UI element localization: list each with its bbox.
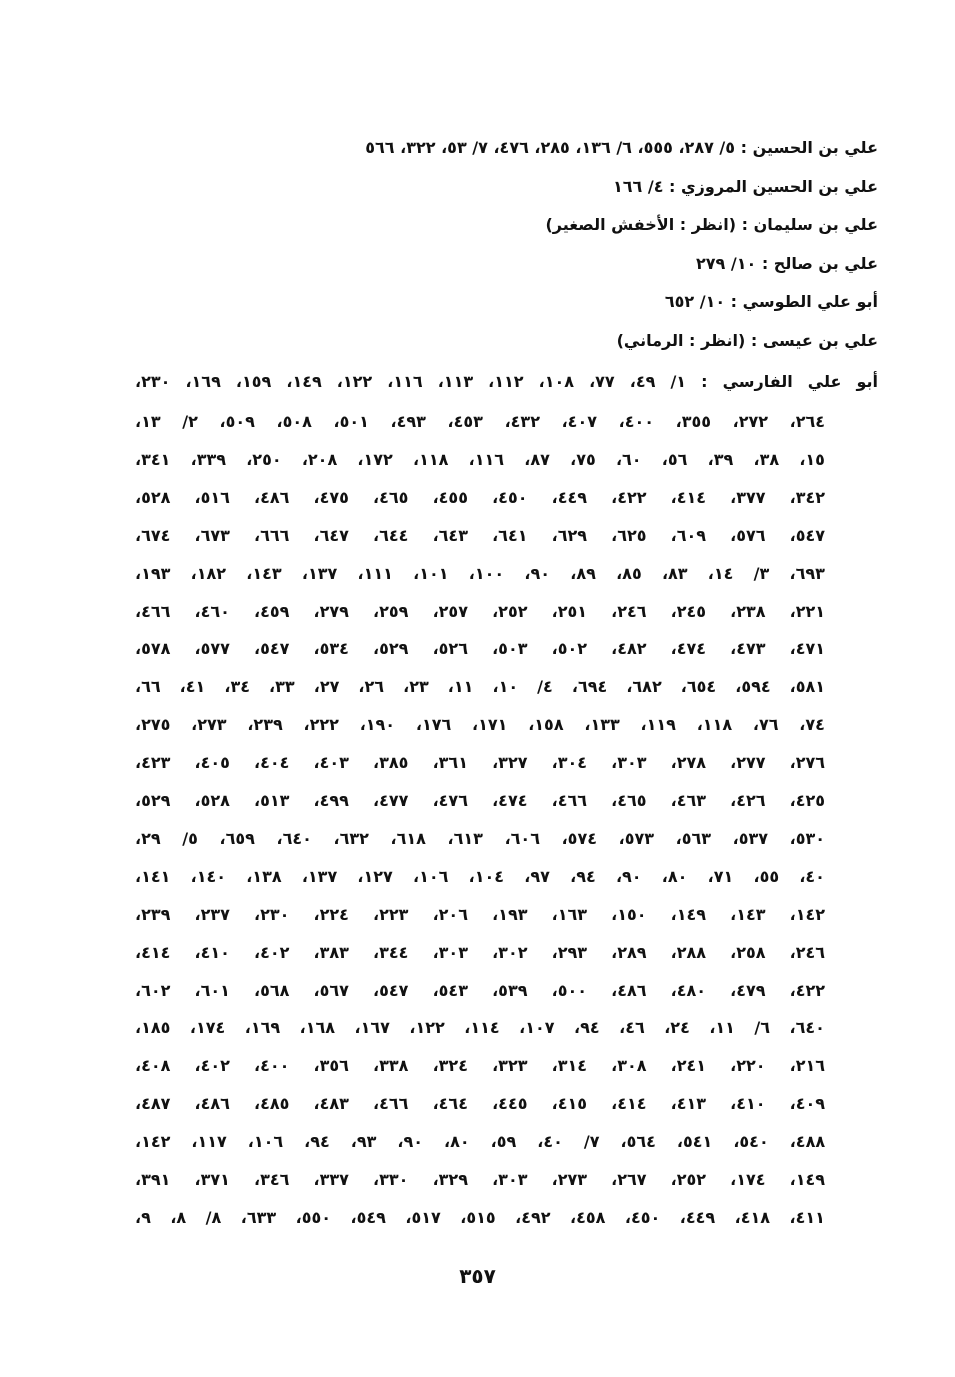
index-continuation: ٤٢٢، ٤٧٩، ٤٨٠، ٤٨٦، ٥٠٠، ٥٣٩، ٥٤٣، ٥٤٧، …: [135, 980, 825, 1000]
index-continuation: ٤٢٥، ٤٢٦، ٤٦٣، ٤٦٥، ٤٦٦، ٤٧٤، ٤٧٦، ٤٧٧، …: [135, 791, 825, 810]
index-continuation: ١٥، ٣٨، ٣٩، ٥٦، ٦٠، ٧٥، ٨٧، ١١٦، ١١٨، ١٧…: [135, 449, 825, 469]
index-continuation: ١٤٢، ١٤٣، ١٤٩، ١٥٠، ١٦٣، ١٩٣، ٢٠٦، ٢٢٣، …: [135, 904, 825, 924]
index-continuation: ٤١١، ٤١٨، ٤٤٩، ٤٥٠، ٤٥٨، ٤٩٢، ٥١٥، ٥١٧، …: [135, 1207, 825, 1227]
index-continuation: ٧٤، ٧٦، ١١٨، ١١٩، ١٣٣، ١٥٨، ١٧١، ١٧٦، ١٩…: [135, 715, 825, 735]
index-entry: علي بن صالح : ١٠/ ٢٧٩: [696, 254, 878, 273]
index-continuation: ٤٨٨، ٥٤٠، ٥٤١، ٥٦٤، ٧/ ٤٠، ٥٩، ٨٠، ٩٠، ٩…: [135, 1132, 825, 1152]
index-entry: علي بن سليمان : (انظر : الأخفش الصغير): [545, 215, 878, 234]
index-continuation: ٥٣٠، ٥٣٧، ٥٦٣، ٥٧٣، ٥٧٤، ٦٠٦، ٦١٣، ٦١٨، …: [135, 828, 825, 848]
index-continuation: ٦٩٣، ٣/ ١٤، ٨٣، ٨٥، ٨٩، ٩٠، ١٠٠، ١٠١، ١١…: [135, 563, 825, 583]
index-continuation: ٤٧١، ٤٧٣، ٤٧٤، ٤٨٢، ٥٠٢، ٥٠٣، ٥٢٦، ٥٢٩، …: [135, 639, 825, 659]
index-entry: علي بن عيسى : (انظر : الرماني): [616, 331, 878, 350]
index-entry: أبو علي الطوسي : ١٠/ ٦٥٢: [664, 292, 878, 311]
index-continuation: ١٤٩، ١٧٤، ٢٥٢، ٢٦٧، ٢٧٣، ٣٠٣، ٣٢٩، ٣٣٠، …: [135, 1170, 825, 1189]
index-entry: أبو علي الفارسي : ١/ ٤٩، ٧٧، ١٠٨، ١١٢، ١…: [135, 372, 878, 391]
index-entry: علي بن الحسين : ٥/ ٢٨٧، ٥٥٥، ٦/ ١٣٦، ٢٨٥…: [365, 138, 878, 157]
index-continuation: ٥٨١، ٥٩٤، ٦٥٤، ٦٨٢، ٦٩٤، ٤/ ١٠، ١١، ٢٣، …: [135, 677, 825, 697]
index-continuation: ٢٦٤، ٢٧٢، ٣٥٥، ٤٠٠، ٤٠٧، ٤٣٢، ٤٥٣، ٤٩٣، …: [135, 412, 825, 431]
index-entry: علي بن الحسين المروزي : ٤/ ١٦٦: [612, 177, 878, 196]
index-continuation: ٤٠، ٥٥، ٧١، ٨٠، ٩٠، ٩٤، ٩٧، ١٠٤، ١٠٦، ١٢…: [135, 866, 825, 886]
index-continuation: ٢٧٦، ٢٧٧، ٢٧٨، ٣٠٣، ٣٠٤، ٣٢٧، ٣٦١، ٣٨٥، …: [135, 753, 825, 773]
page-number: ٣٥٧: [459, 1264, 496, 1288]
index-continuation: ٤٠٩، ٤١٠، ٤١٣، ٤١٤، ٤١٥، ٤٤٥، ٤٦٤، ٤٦٦، …: [135, 1094, 825, 1114]
index-continuation: ٦٤٠، ٦/ ١١، ٢٤، ٤٦، ٩٤، ١٠٧، ١١٤، ١٢٢، ١…: [135, 1018, 825, 1038]
index-continuation: ٢١٦، ٢٢٠، ٢٤١، ٣٠٨، ٣١٤، ٣٢٣، ٣٢٤، ٣٣٨، …: [135, 1056, 825, 1076]
index-continuation: ٢٢١، ٢٣٨، ٢٤٥، ٢٤٦، ٢٥١، ٢٥٢، ٢٥٧، ٢٥٩، …: [135, 601, 825, 621]
index-continuation: ٣٤٢، ٣٧٧، ٤١٤، ٤٢٢، ٤٤٩، ٤٥٠، ٤٥٥، ٤٦٥، …: [135, 487, 825, 507]
index-continuation: ٢٤٦، ٢٥٨، ٢٨٨، ٢٨٩، ٢٩٣، ٣٠٢، ٣٠٣، ٣٤٤، …: [135, 942, 825, 962]
index-continuation: ٥٤٧، ٥٧٦، ٦٠٩، ٦٢٥، ٦٢٩، ٦٤١، ٦٤٣، ٦٤٤، …: [135, 525, 825, 545]
